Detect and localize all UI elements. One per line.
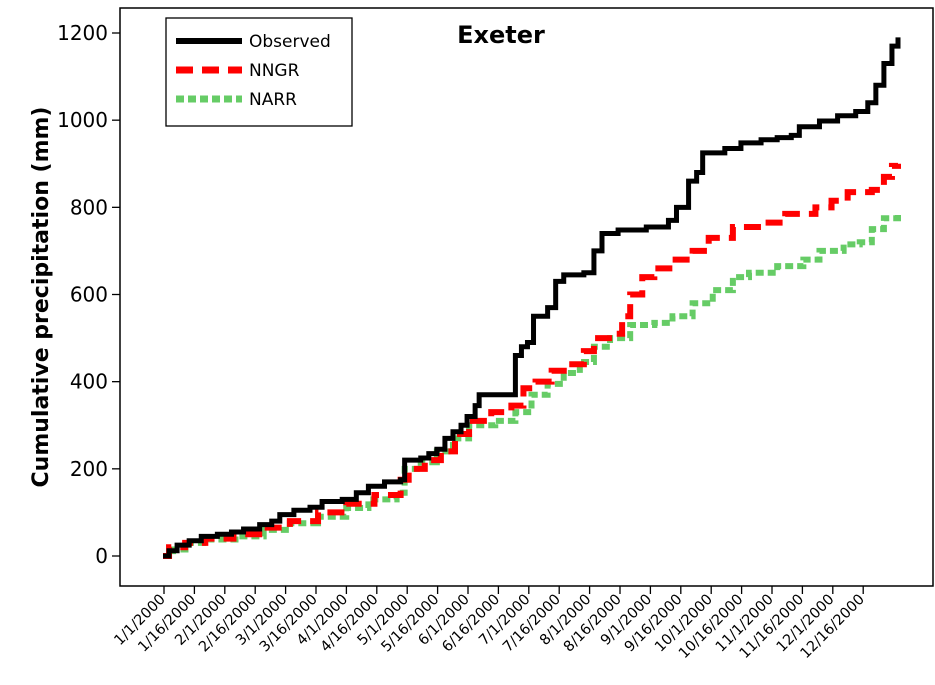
series-line-observed	[163, 37, 901, 559]
y-axis: 0 200 400 600 800 1000 1200	[57, 21, 120, 568]
legend-box	[165, 17, 353, 127]
y-tick-label: 1000	[57, 108, 108, 132]
y-axis-label: Cumulative precipitation (mm)	[29, 107, 54, 488]
plot-frame	[119, 7, 934, 587]
chart-title: Exeter	[457, 21, 545, 49]
series-line-narr	[163, 211, 901, 559]
legend-label-observed: Observed	[249, 32, 331, 52]
y-tick-label: 200	[70, 457, 108, 481]
y-tick-label: 400	[70, 370, 108, 394]
series-line-nngr	[163, 162, 901, 559]
y-tick-label: 0	[95, 544, 108, 568]
y-tick-label: 600	[70, 283, 108, 307]
y-tick-label: 1200	[57, 21, 108, 45]
legend: Observed NNGR NARR	[165, 17, 353, 127]
legend-label-narr: NARR	[249, 90, 297, 110]
legend-label-nngr: NNGR	[249, 61, 300, 81]
x-axis: 1/1/20001/16/20002/1/20002/16/20003/1/20…	[111, 586, 868, 662]
y-tick-label: 800	[70, 195, 108, 219]
series-layer	[163, 37, 901, 559]
